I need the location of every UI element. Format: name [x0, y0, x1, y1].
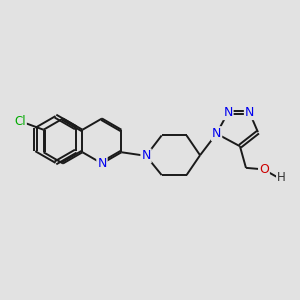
Text: N: N	[245, 106, 254, 119]
Text: N: N	[97, 157, 107, 170]
Text: N: N	[223, 106, 232, 119]
Text: H: H	[277, 171, 286, 184]
Text: O: O	[259, 163, 269, 176]
Text: N: N	[212, 127, 221, 140]
Text: N: N	[141, 149, 151, 162]
Text: Cl: Cl	[14, 116, 26, 128]
